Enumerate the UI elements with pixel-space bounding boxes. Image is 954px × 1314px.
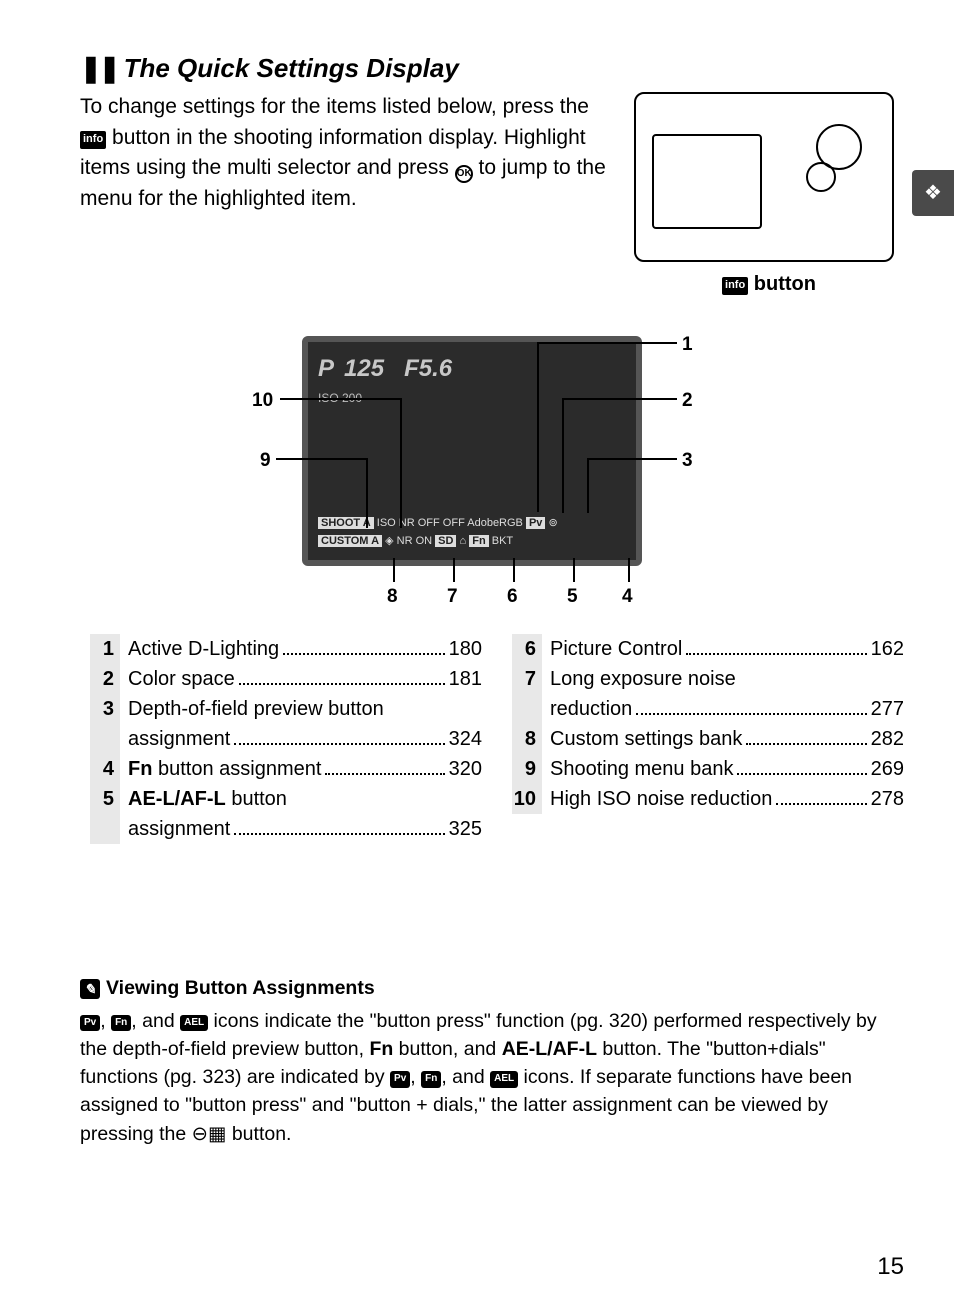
pv-icon: Pv <box>80 1015 100 1032</box>
intro-text: To change settings for the items listed … <box>80 92 614 214</box>
camera-figure: info button <box>634 92 904 298</box>
legend-item: 5AE-L/AF-L button <box>90 784 482 814</box>
lcd-bottom-rows: SHOOT A ISO NR OFF OFF AdobeRGB Pv ⊚ CUS… <box>318 515 626 550</box>
camera-illustration <box>634 92 894 262</box>
legend-item: 6Picture Control162 <box>512 634 904 664</box>
legend-col-right: 6Picture Control1627Long exposure noiser… <box>512 634 904 844</box>
legend-item: 9Shooting menu bank269 <box>512 754 904 784</box>
pencil-icon: ✎ <box>80 979 100 999</box>
callout-1: 1 <box>682 332 693 359</box>
title-bars: ❚❚ <box>80 53 118 83</box>
note-body: Pv, Fn, and AEL icons indicate the "butt… <box>80 1007 904 1148</box>
callout-3: 3 <box>682 448 693 475</box>
callout-4: 4 <box>622 584 633 611</box>
note-title: ✎Viewing Button Assignments <box>80 974 904 1002</box>
section-title: ❚❚The Quick Settings Display <box>80 50 904 86</box>
legend-item: 10High ISO noise reduction278 <box>512 784 904 814</box>
callout-7: 7 <box>447 584 458 611</box>
pv-dial-icon: Pv <box>390 1071 410 1088</box>
info-icon-caption: info <box>722 277 748 294</box>
side-tab-icon: ❖ <box>912 170 954 216</box>
page-number: 15 <box>877 1250 904 1284</box>
button-caption: info button <box>634 270 904 298</box>
legend-item: 7Long exposure noise <box>512 664 904 694</box>
callout-9: 9 <box>260 448 271 475</box>
camera-lcd-outline <box>652 134 762 229</box>
legend-item: 2Color space181 <box>90 664 482 694</box>
legend-item: 1Active D-Lighting180 <box>90 634 482 664</box>
callout-10: 10 <box>252 388 273 415</box>
zoom-out-icon: ⊖▦ <box>192 1123 227 1145</box>
info-icon: info <box>80 131 106 149</box>
fn-icon: Fn <box>111 1015 131 1032</box>
legend-col-left: 1Active D-Lighting1802Color space1813Dep… <box>90 634 482 844</box>
lcd-diagram: P 125 F5.6 ISO 200 SHOOT A ISO NR OFF OF… <box>142 326 842 616</box>
callout-8: 8 <box>387 584 398 611</box>
lcd-screen: P 125 F5.6 ISO 200 SHOOT A ISO NR OFF OF… <box>302 336 642 566</box>
callout-6: 6 <box>507 584 518 611</box>
fn-dial-icon: Fn <box>421 1071 441 1088</box>
legend-item: 4Fn button assignment320 <box>90 754 482 784</box>
ok-icon: OK <box>455 165 473 183</box>
ael-dial-icon: AEL <box>490 1071 518 1088</box>
callout-5: 5 <box>567 584 578 611</box>
note-box: ✎Viewing Button Assignments Pv, Fn, and … <box>80 974 904 1148</box>
title-text: The Quick Settings Display <box>124 53 459 83</box>
legend-item: 8Custom settings bank282 <box>512 724 904 754</box>
legend-item: 3Depth-of-field preview button <box>90 694 482 724</box>
callout-2: 2 <box>682 388 693 415</box>
ael-icon: AEL <box>180 1015 208 1032</box>
legend: 1Active D-Lighting1802Color space1813Dep… <box>90 634 904 844</box>
intro-block: To change settings for the items listed … <box>80 92 904 298</box>
